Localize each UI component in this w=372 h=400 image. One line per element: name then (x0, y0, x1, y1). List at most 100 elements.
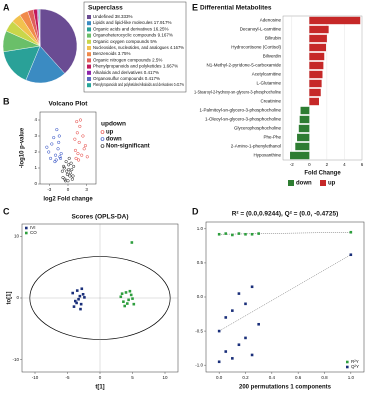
y-tick-label: N1-Methyl-2-pyridone-5-carboxamide (206, 63, 281, 68)
point (124, 291, 128, 294)
legend-label: Organic nitrogen compounds 2.5% (93, 58, 162, 63)
point (83, 296, 86, 299)
legend-value: 5% (150, 39, 157, 44)
bar (309, 43, 327, 52)
point (63, 177, 67, 181)
point (72, 305, 76, 308)
pie-slice (25, 45, 66, 84)
legend-label: down (106, 137, 122, 143)
point (217, 232, 221, 236)
y-tick-label: Hydrocortisone (Cortisol) (231, 45, 281, 50)
legend-swatch (87, 52, 91, 57)
legend-label: Phenylpropanoids and polyketides 1.667% (93, 64, 178, 69)
bar (309, 16, 361, 25)
legend-swatch (87, 27, 91, 32)
point (217, 360, 221, 364)
point (70, 168, 74, 172)
point (71, 174, 75, 178)
point (80, 153, 84, 157)
x-tick-label: 0 (67, 187, 70, 192)
point (128, 289, 132, 293)
legend-label: Organic acids and derivatives 16.25% (93, 27, 169, 32)
point (67, 168, 71, 172)
point (126, 302, 129, 305)
point (67, 163, 71, 167)
point (79, 302, 83, 306)
x-axis-label: log2 Fold change (43, 197, 93, 203)
y-tick-label: 0.5 (197, 260, 204, 265)
y-tick-label: Hypoxanthine (253, 153, 281, 158)
bar (298, 124, 310, 133)
x-tick-label: 0 (99, 375, 102, 380)
x-tick-label: -5 (65, 375, 69, 380)
x-axis-label: t[1] (95, 385, 104, 391)
bar (295, 142, 310, 151)
y-tick-label: 2-Amino-1-phenylethanol (231, 144, 281, 149)
y-tick-label: 0 (34, 181, 37, 186)
point (56, 147, 60, 151)
point (250, 353, 254, 357)
point (78, 118, 82, 122)
legend-label: Benzenoids 3.75% (93, 51, 131, 56)
legend-name: Organic oxygen compounds (93, 39, 150, 44)
legend-label: Alkaloids and derivatives 0.417% (93, 70, 159, 75)
legend-label: Non-significant (106, 144, 150, 150)
point (69, 161, 73, 165)
legend-swatch (87, 15, 91, 19)
bar (309, 97, 319, 106)
point (59, 152, 63, 156)
legend-swatch (87, 46, 91, 50)
point (80, 287, 84, 291)
y-tick-label: 1-Palmitoyl-sn-glycero-3-phosphocholine (199, 108, 281, 113)
point (257, 322, 260, 326)
point (68, 174, 72, 178)
point (71, 291, 74, 295)
point (83, 144, 87, 148)
point (78, 294, 82, 298)
legend-swatch (87, 70, 91, 75)
point (85, 155, 89, 159)
legend-swatch (87, 64, 91, 69)
panel-label: E (192, 2, 198, 12)
x-tick-label: 1.0 (348, 375, 355, 380)
chart-title: Differential Metabolites (200, 5, 272, 12)
x-tick-label: 0.4 (269, 375, 276, 380)
y-tick-label: 0 (16, 295, 19, 300)
x-tick-label: 0.6 (295, 375, 302, 380)
y-tick-label: Bilirubin (265, 36, 282, 41)
x-tick-label: 4 (343, 162, 346, 167)
point (244, 232, 247, 236)
bar (290, 151, 310, 160)
point (74, 299, 77, 303)
point (57, 134, 61, 138)
point (65, 169, 69, 173)
point (81, 293, 85, 296)
bar (309, 61, 324, 70)
point (54, 153, 58, 157)
point (244, 336, 247, 340)
point (58, 155, 62, 159)
pie-slice (39, 8, 78, 74)
point (237, 232, 241, 235)
x-tick-label: 2 (326, 162, 329, 167)
legend-marker (100, 130, 105, 134)
point (64, 160, 68, 164)
legend-marker (25, 231, 28, 235)
point (55, 128, 59, 132)
point (57, 140, 61, 144)
point (231, 233, 234, 237)
y-tick-label: 4 (34, 117, 37, 122)
legend-label: Organic oxygen compounds 5% (93, 39, 157, 44)
point (77, 140, 81, 144)
x-tick-label: 5 (131, 375, 134, 380)
x-tick-label: 10 (162, 375, 168, 380)
x-axis-label: 200 permutations 1 components (239, 385, 332, 391)
legend-swatch (87, 33, 91, 38)
legend-marker (100, 137, 105, 141)
legend-name: Nucleosides, nucleotides, and analogues (93, 45, 169, 50)
point (62, 166, 66, 170)
legend-label: CO (30, 230, 37, 235)
point (224, 350, 228, 353)
legend-title: Superclass (88, 5, 123, 12)
